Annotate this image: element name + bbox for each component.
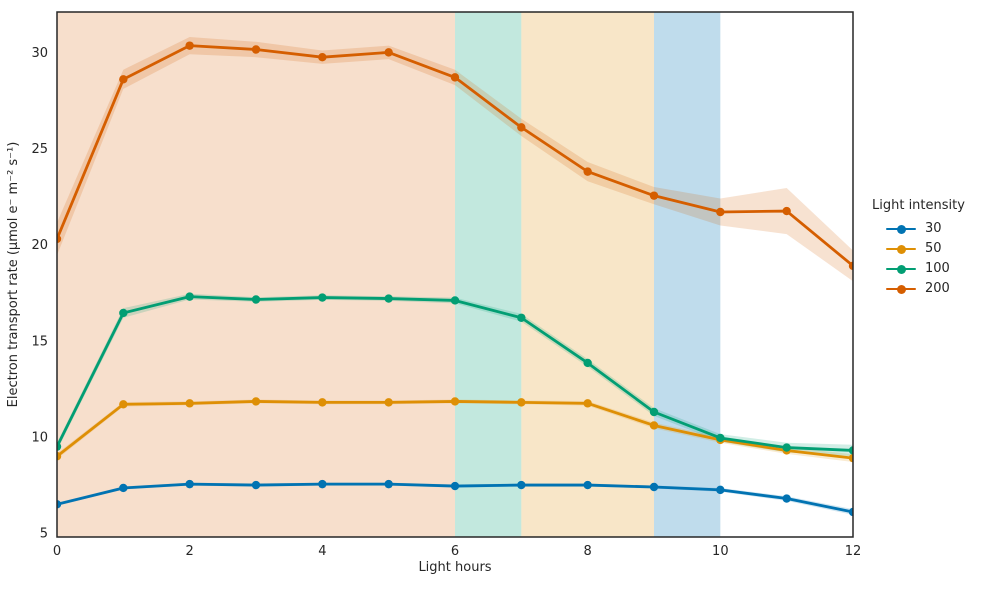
legend-item-200: 200 bbox=[864, 279, 986, 299]
marker-100-x10 bbox=[716, 433, 725, 443]
y-tick-15: 15 bbox=[31, 334, 48, 349]
marker-50-x0 bbox=[57, 452, 62, 461]
marker-50-x2 bbox=[185, 399, 194, 408]
marker-50-x8 bbox=[583, 399, 592, 408]
legend-title: Light intensity bbox=[872, 198, 965, 213]
x-tick-12: 12 bbox=[845, 544, 862, 559]
marker-30-x4 bbox=[318, 479, 327, 489]
marker-200-x4 bbox=[318, 52, 327, 62]
marker-50-x1 bbox=[119, 400, 128, 409]
marker-100-x12 bbox=[848, 446, 853, 455]
marker-200-x3 bbox=[251, 45, 261, 54]
x-tick-8: 8 bbox=[584, 544, 592, 559]
marker-200-x2 bbox=[185, 41, 194, 50]
y-tick-20: 20 bbox=[31, 238, 48, 253]
marker-30-x12 bbox=[848, 507, 853, 517]
marker-100-x0 bbox=[57, 442, 62, 451]
marker-100-x11 bbox=[782, 443, 791, 452]
marker-30-x1 bbox=[119, 483, 128, 493]
marker-100-x7 bbox=[517, 313, 526, 322]
marker-100-x3 bbox=[251, 295, 261, 304]
legend-item-50: 50 bbox=[864, 239, 986, 259]
marker-30-x0 bbox=[57, 500, 62, 509]
marker-100-x4 bbox=[318, 293, 327, 302]
marker-30-x5 bbox=[384, 479, 393, 489]
marker-200-x10 bbox=[716, 207, 725, 217]
marker-50-x4 bbox=[318, 398, 327, 407]
y-axis-label: Electron transport rate (μmol e⁻ m⁻² s⁻¹… bbox=[6, 142, 21, 408]
marker-200-x6 bbox=[450, 73, 460, 82]
legend-items: 30 50 100 200 bbox=[864, 219, 986, 299]
x-tick-0: 0 bbox=[53, 544, 61, 559]
marker-30-x10 bbox=[716, 485, 725, 495]
marker-30-x2 bbox=[185, 479, 194, 489]
y-tick-10: 10 bbox=[31, 431, 48, 446]
marker-30-x8 bbox=[583, 480, 592, 490]
marker-30-x6 bbox=[450, 481, 460, 491]
y-tick-5: 5 bbox=[40, 527, 48, 542]
marker-200-x0 bbox=[57, 234, 62, 244]
x-tick-4: 4 bbox=[318, 544, 326, 559]
legend-marker-icon bbox=[886, 284, 916, 294]
x-tick-6: 6 bbox=[451, 544, 459, 559]
phase-band-2 bbox=[521, 12, 654, 537]
marker-30-x9 bbox=[649, 482, 659, 492]
legend: Light intensity 30 50 100 200 bbox=[864, 196, 986, 299]
marker-100-x2 bbox=[185, 292, 194, 301]
legend-label: 200 bbox=[925, 281, 950, 296]
axes-spines bbox=[56, 11, 854, 538]
y-tick-25: 25 bbox=[31, 142, 48, 157]
marker-50-x5 bbox=[384, 398, 393, 407]
x-tick-10: 10 bbox=[712, 544, 729, 559]
legend-item-30: 30 bbox=[864, 219, 986, 239]
marker-30-x3 bbox=[251, 480, 261, 490]
marker-50-x7 bbox=[517, 398, 526, 407]
marker-100-x1 bbox=[119, 308, 128, 318]
marker-100-x9 bbox=[649, 407, 659, 417]
marker-30-x11 bbox=[782, 494, 791, 503]
marker-100-x8 bbox=[583, 358, 592, 368]
marker-200-x9 bbox=[649, 191, 659, 200]
legend-marker-icon bbox=[886, 264, 916, 274]
x-axis-label: Light hours bbox=[418, 560, 491, 575]
legend-marker-icon bbox=[886, 224, 916, 234]
marker-100-x5 bbox=[384, 294, 393, 303]
phase-band-3 bbox=[654, 12, 721, 537]
marker-200-x5 bbox=[384, 48, 393, 57]
marker-200-x1 bbox=[119, 75, 128, 84]
marker-50-x12 bbox=[848, 453, 853, 463]
legend-label: 30 bbox=[925, 221, 942, 236]
phase-band-0 bbox=[57, 12, 455, 537]
legend-label: 50 bbox=[925, 241, 942, 256]
marker-200-x8 bbox=[583, 167, 592, 176]
ci-band-50 bbox=[57, 399, 853, 462]
series-layer bbox=[57, 37, 853, 517]
marker-200-x11 bbox=[782, 206, 791, 216]
x-tick-2: 2 bbox=[186, 544, 194, 559]
legend-label: 100 bbox=[925, 261, 950, 276]
y-tick-30: 30 bbox=[31, 46, 48, 61]
legend-item-100: 100 bbox=[864, 259, 986, 279]
marker-50-x3 bbox=[251, 397, 261, 406]
phase-band-1 bbox=[455, 12, 522, 537]
marker-30-x7 bbox=[517, 480, 526, 490]
legend-marker-icon bbox=[886, 244, 916, 254]
marker-100-x6 bbox=[450, 296, 460, 305]
marker-50-x9 bbox=[649, 421, 659, 430]
marker-50-x6 bbox=[450, 397, 460, 406]
marker-200-x12 bbox=[848, 261, 853, 271]
marker-200-x7 bbox=[517, 123, 526, 132]
